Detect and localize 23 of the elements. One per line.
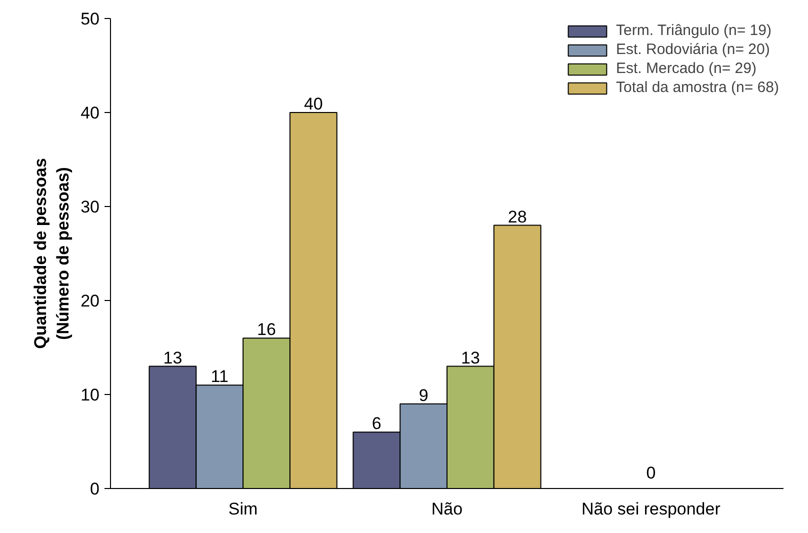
data-label: 11	[210, 367, 228, 386]
y-tick-label: 10	[80, 386, 100, 404]
y-tick-label: 40	[80, 104, 100, 122]
annotation: 0	[646, 464, 656, 482]
x-tick-label: Sim	[228, 500, 258, 518]
data-label: 9	[418, 386, 428, 405]
x-tick-label: Não	[431, 500, 463, 518]
data-label: 16	[257, 320, 276, 340]
data-label: 13	[163, 348, 182, 368]
legend-label: Est. Mercado (n= 29)	[616, 60, 756, 77]
y-tick-label: 50	[80, 10, 100, 28]
legend-label: Total da amostra (n= 68)	[616, 79, 779, 96]
y-tick-label: 20	[80, 292, 100, 310]
data-label: 6	[372, 414, 382, 434]
data-label: 40	[304, 94, 323, 114]
legend-label: Term. Triângulo (n= 19)	[616, 22, 772, 39]
y-axis-title: Quantidade de pessoas (Número de pessoas)	[30, 158, 73, 349]
y-tick-label: 0	[90, 480, 100, 498]
legend-label: Est. Rodoviária (n= 20)	[616, 41, 770, 58]
data-label: 28	[508, 207, 527, 226]
x-tick-label: Não sei responder	[581, 500, 721, 518]
y-tick-label: 30	[80, 198, 100, 216]
data-label: 13	[461, 348, 480, 368]
